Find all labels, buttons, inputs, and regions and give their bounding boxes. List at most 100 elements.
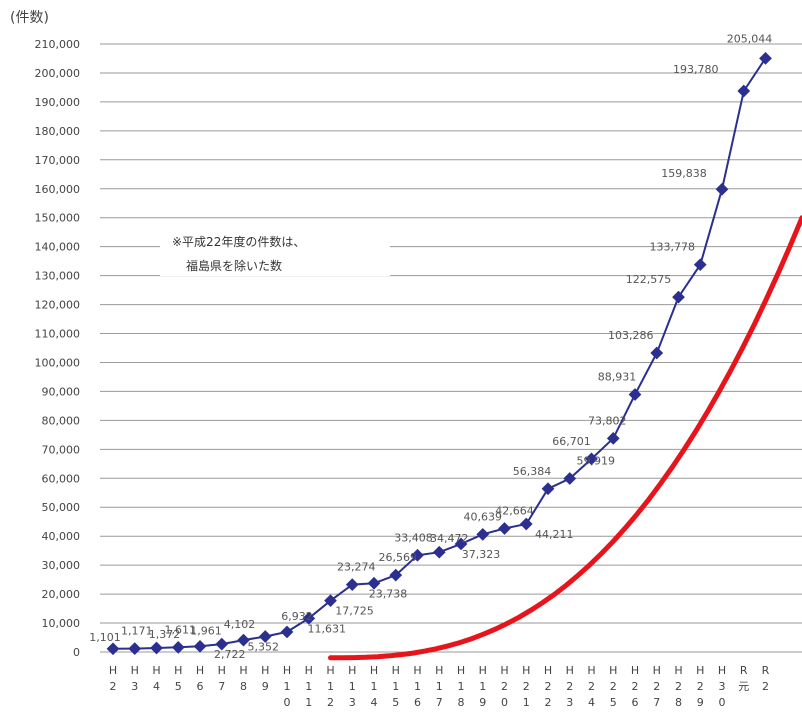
x-tick-label: 1 <box>523 696 530 709</box>
data-label: 5,352 <box>248 641 280 654</box>
x-tick-label: 9 <box>479 696 486 709</box>
data-label: 66,701 <box>552 435 591 448</box>
data-label: 6,932 <box>281 610 313 623</box>
x-tick-label: R <box>740 664 748 677</box>
x-tick-label: 3 <box>566 696 573 709</box>
data-label: 37,323 <box>462 548 501 561</box>
x-tick-label: 0 <box>501 696 508 709</box>
x-tick-label: 8 <box>675 696 682 709</box>
x-tick-label: 0 <box>719 696 726 709</box>
y-tick-label: 120,000 <box>35 299 81 312</box>
x-tick-label: H <box>522 664 530 677</box>
x-tick-label: 2 <box>762 680 769 693</box>
data-label: 1,611 <box>165 623 197 636</box>
x-tick-label: 1 <box>392 680 399 693</box>
x-tick-label: 4 <box>588 696 595 709</box>
x-tick-label: 8 <box>458 696 465 709</box>
data-label: 59,919 <box>577 455 616 468</box>
data-point <box>280 625 294 639</box>
x-tick-label: 0 <box>284 696 291 709</box>
x-tick-label: 8 <box>240 680 247 693</box>
data-label: 122,575 <box>626 273 672 286</box>
annotation-line-1: ※平成22年度の件数は、 <box>172 234 305 249</box>
y-tick-label: 50,000 <box>42 501 81 514</box>
x-tick-label: H <box>566 664 574 677</box>
x-tick-label: H <box>544 664 552 677</box>
y-tick-label: 160,000 <box>35 183 81 196</box>
red-trend-curve <box>328 215 802 661</box>
data-label: 1,101 <box>89 631 121 644</box>
red-curve <box>328 215 802 661</box>
x-tick-label: 1 <box>305 680 312 693</box>
x-tick-label: 3 <box>349 696 356 709</box>
x-tick-labels: H 2 H 3 H 4 H 5 H 6 H 7 H 8 H 9 H 1 0 H 1 1 H 1 2 H 1 3 H 1 4 H 1 5 H 1 6 H 1 7… <box>109 664 770 709</box>
data-point <box>541 482 555 496</box>
x-tick-label: H <box>218 664 226 677</box>
x-tick-label: 2 <box>501 680 508 693</box>
data-label: 4,102 <box>224 618 256 631</box>
x-tick-label: H <box>239 664 247 677</box>
y-tick-label: 70,000 <box>42 443 81 456</box>
x-tick-label: 6 <box>632 696 639 709</box>
y-tick-label: 0 <box>73 646 80 659</box>
data-label: 34,472 <box>430 532 469 545</box>
y-tick-label: 90,000 <box>42 385 81 398</box>
x-tick-label: 7 <box>436 696 443 709</box>
x-tick-label: 3 <box>719 680 726 693</box>
annotation-box <box>160 228 390 276</box>
x-tick-label: 2 <box>697 680 704 693</box>
y-tick-label: 110,000 <box>35 328 81 341</box>
y-tick-label: 190,000 <box>35 96 81 109</box>
y-tick-label: 10,000 <box>42 617 81 630</box>
x-tick-label: 9 <box>262 680 269 693</box>
data-point <box>672 290 685 304</box>
data-label: 133,778 <box>650 241 696 254</box>
data-point <box>193 639 207 653</box>
x-tick-label: 9 <box>697 696 704 709</box>
data-label: 1,961 <box>190 624 222 637</box>
x-tick-label: 5 <box>175 680 182 693</box>
data-label: 42,664 <box>495 504 534 517</box>
x-tick-label: H <box>348 664 356 677</box>
x-tick-label: 4 <box>371 696 378 709</box>
x-tick-label: 2 <box>632 680 639 693</box>
x-tick-label: H <box>370 664 378 677</box>
series-polyline <box>112 57 767 650</box>
y-tick-label: 30,000 <box>42 559 81 572</box>
y-tick-label: 100,000 <box>35 356 81 369</box>
x-tick-label: 2 <box>588 680 595 693</box>
x-tick-label: 6 <box>414 696 421 709</box>
x-tick-label: H <box>326 664 334 677</box>
y-tick-label: 60,000 <box>42 472 81 485</box>
x-tick-label: R <box>762 664 770 677</box>
x-tick-label: 元 <box>738 680 749 693</box>
y-tick-label: 170,000 <box>35 154 81 167</box>
x-tick-label: H <box>631 664 639 677</box>
y-tick-label: 150,000 <box>35 212 81 225</box>
y-tick-label: 20,000 <box>42 588 81 601</box>
x-tick-label: H <box>587 664 595 677</box>
y-tick-label: 200,000 <box>35 67 81 80</box>
y-tick-label: 140,000 <box>35 241 81 254</box>
x-tick-label: H <box>392 664 400 677</box>
x-tick-label: 3 <box>131 680 138 693</box>
x-tick-label: 1 <box>371 680 378 693</box>
y-tick-label: 210,000 <box>35 38 81 51</box>
x-tick-label: 6 <box>197 680 204 693</box>
x-tick-label: H <box>718 664 726 677</box>
data-point <box>498 522 511 535</box>
gridlines <box>100 43 802 653</box>
data-label: 56,384 <box>513 465 552 478</box>
x-tick-label: H <box>500 664 508 677</box>
annotation-note: ※平成22年度の件数は、 福島県を除いた数 <box>160 228 390 276</box>
data-label: 2,722 <box>214 648 246 661</box>
data-label: 159,838 <box>661 167 707 180</box>
data-label: 17,725 <box>335 605 374 618</box>
data-label: 205,044 <box>727 32 773 45</box>
data-point <box>519 517 533 531</box>
x-tick-label: H <box>479 664 487 677</box>
data-label: 73,802 <box>588 414 627 427</box>
y-tick-label: 180,000 <box>35 125 81 138</box>
x-tick-label: 1 <box>479 680 486 693</box>
